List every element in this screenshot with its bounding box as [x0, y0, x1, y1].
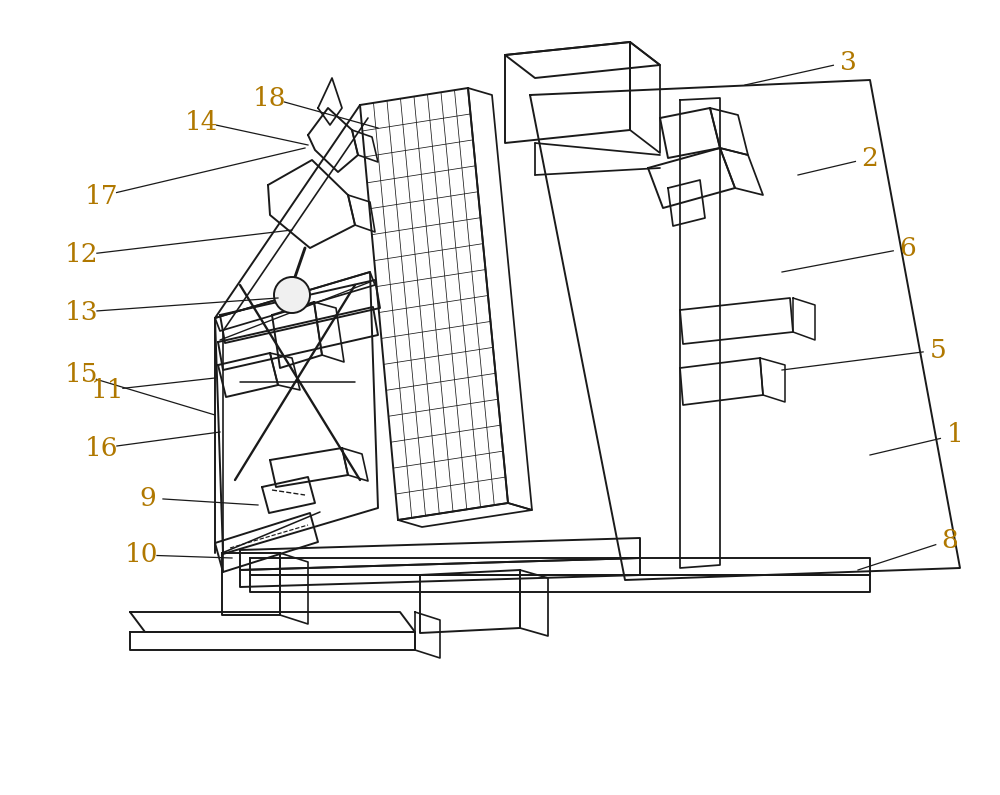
Text: 14: 14 [185, 110, 219, 134]
Text: 13: 13 [65, 300, 99, 324]
Text: 18: 18 [253, 86, 287, 111]
Text: 3: 3 [840, 49, 856, 75]
Text: 15: 15 [65, 363, 99, 387]
Text: 12: 12 [65, 242, 99, 267]
Text: 6: 6 [900, 235, 916, 261]
Text: 11: 11 [91, 378, 125, 402]
Text: 5: 5 [930, 338, 946, 363]
Text: 1: 1 [947, 422, 963, 448]
Text: 17: 17 [85, 184, 119, 208]
Text: 2: 2 [862, 145, 878, 170]
Text: 8: 8 [942, 528, 958, 553]
Text: 9: 9 [140, 486, 156, 510]
Text: 10: 10 [125, 542, 159, 568]
Text: 16: 16 [85, 436, 119, 460]
Circle shape [274, 277, 310, 313]
